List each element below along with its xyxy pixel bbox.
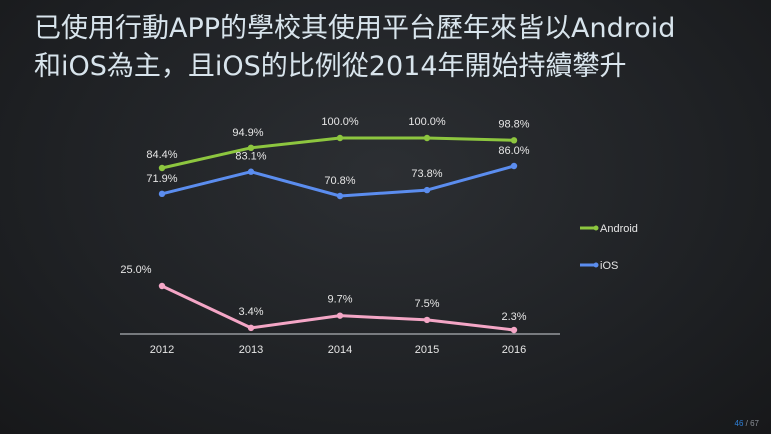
x-tick-label: 2013 xyxy=(239,344,263,356)
series-line-1 xyxy=(161,136,515,170)
legend-label: Android xyxy=(600,223,638,235)
data-point xyxy=(423,134,431,142)
data-point xyxy=(158,282,166,290)
data-point xyxy=(247,324,255,332)
data-point xyxy=(158,190,166,198)
data-label: 86.0% xyxy=(498,145,529,157)
data-label: 2.3% xyxy=(501,311,526,323)
page-separator: / xyxy=(743,419,751,428)
series-line-3 xyxy=(161,284,515,332)
slide-title-line-2: 和iOS為主，且iOS的比例從2014年開始持續攀升 xyxy=(34,51,627,82)
x-tick-label: 2015 xyxy=(415,344,439,356)
legend-marker xyxy=(593,225,599,231)
slide-title: 已使用行動APP的學校其使用平台歷年來皆以Android 和iOS為主，且iOS… xyxy=(34,10,754,86)
data-label: 100.0% xyxy=(408,116,446,128)
data-label-layer: 84.4% 94.9% 100.0% 100.0% 98.8% 71.9% 83.1% 70.… xyxy=(120,116,529,323)
data-point xyxy=(247,144,255,152)
legend-label: iOS xyxy=(600,260,618,272)
data-label: 25.0% xyxy=(120,264,151,276)
data-label: 70.8% xyxy=(324,175,355,187)
data-point xyxy=(158,164,166,172)
data-point xyxy=(423,316,431,324)
data-label: 100.0% xyxy=(321,116,359,128)
page-total: 67 xyxy=(750,419,759,428)
x-tick-label: 2016 xyxy=(502,344,526,356)
data-label: 71.9% xyxy=(146,173,177,185)
data-point xyxy=(336,312,344,319)
data-label: 94.9% xyxy=(232,127,263,139)
page-number: 46 / 67 xyxy=(735,419,759,428)
data-label: 84.4% xyxy=(146,149,177,161)
data-point xyxy=(247,168,255,175)
legend: Android iOS xyxy=(580,223,638,272)
data-label: 83.1% xyxy=(235,151,266,163)
data-label: 9.7% xyxy=(327,294,352,306)
data-label: 73.8% xyxy=(411,168,442,180)
data-label: 98.8% xyxy=(498,118,529,130)
data-label: 3.4% xyxy=(238,306,263,318)
x-tick-label: 2012 xyxy=(150,344,174,356)
data-point xyxy=(510,137,518,144)
data-point xyxy=(423,186,431,194)
series-layer xyxy=(158,134,518,334)
x-tick-layer: 2012 2013 2014 2015 2016 xyxy=(150,344,526,356)
slide-title-line-1: 已使用行動APP的學校其使用平台歷年來皆以Android xyxy=(34,13,676,44)
data-label: 7.5% xyxy=(414,298,439,310)
x-tick-label: 2014 xyxy=(328,344,352,356)
data-point xyxy=(510,162,518,170)
data-point xyxy=(510,326,518,334)
data-point xyxy=(336,192,344,200)
data-point xyxy=(336,134,344,142)
legend-marker xyxy=(593,262,599,268)
page-current: 46 xyxy=(734,419,744,428)
